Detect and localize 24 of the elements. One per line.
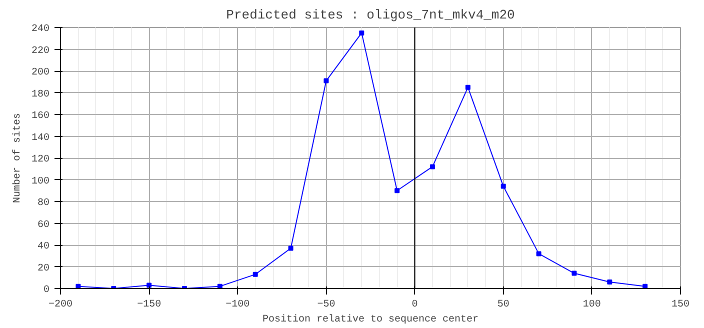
x-tick-label: 150 [672, 300, 690, 310]
x-axis-title: Position relative to sequence center [262, 314, 479, 326]
chart-title: Predicted sites : oligos_7nt_mkv4_m20 [226, 8, 515, 22]
x-tick-label: 50 [497, 300, 510, 310]
y-tick-label: 140 [31, 132, 50, 144]
y-tick-label: 160 [31, 111, 50, 122]
y-tick-label: 240 [31, 24, 50, 35]
y-tick-label: 0 [44, 285, 50, 296]
y-tick-label: 80 [38, 198, 50, 209]
x-tick-label: −150 [137, 300, 162, 310]
x-tick-label: −100 [226, 300, 250, 310]
y-tick-label: 60 [38, 220, 50, 231]
x-tick-label: 0 [412, 300, 418, 310]
y-tick-label: 100 [31, 176, 50, 188]
x-tick-label: 100 [582, 300, 601, 310]
y-tick-label: 20 [38, 263, 50, 274]
y-tick-label: 220 [31, 46, 50, 57]
x-tick-label: −50 [317, 300, 336, 310]
y-tick-label: 180 [31, 89, 50, 100]
y-tick-label: 40 [38, 242, 50, 252]
y-tick-label: 120 [31, 154, 50, 166]
x-tick-label: −200 [48, 300, 73, 310]
y-tick-label: 200 [31, 68, 50, 78]
y-axis-title: Number of sites [11, 112, 24, 204]
